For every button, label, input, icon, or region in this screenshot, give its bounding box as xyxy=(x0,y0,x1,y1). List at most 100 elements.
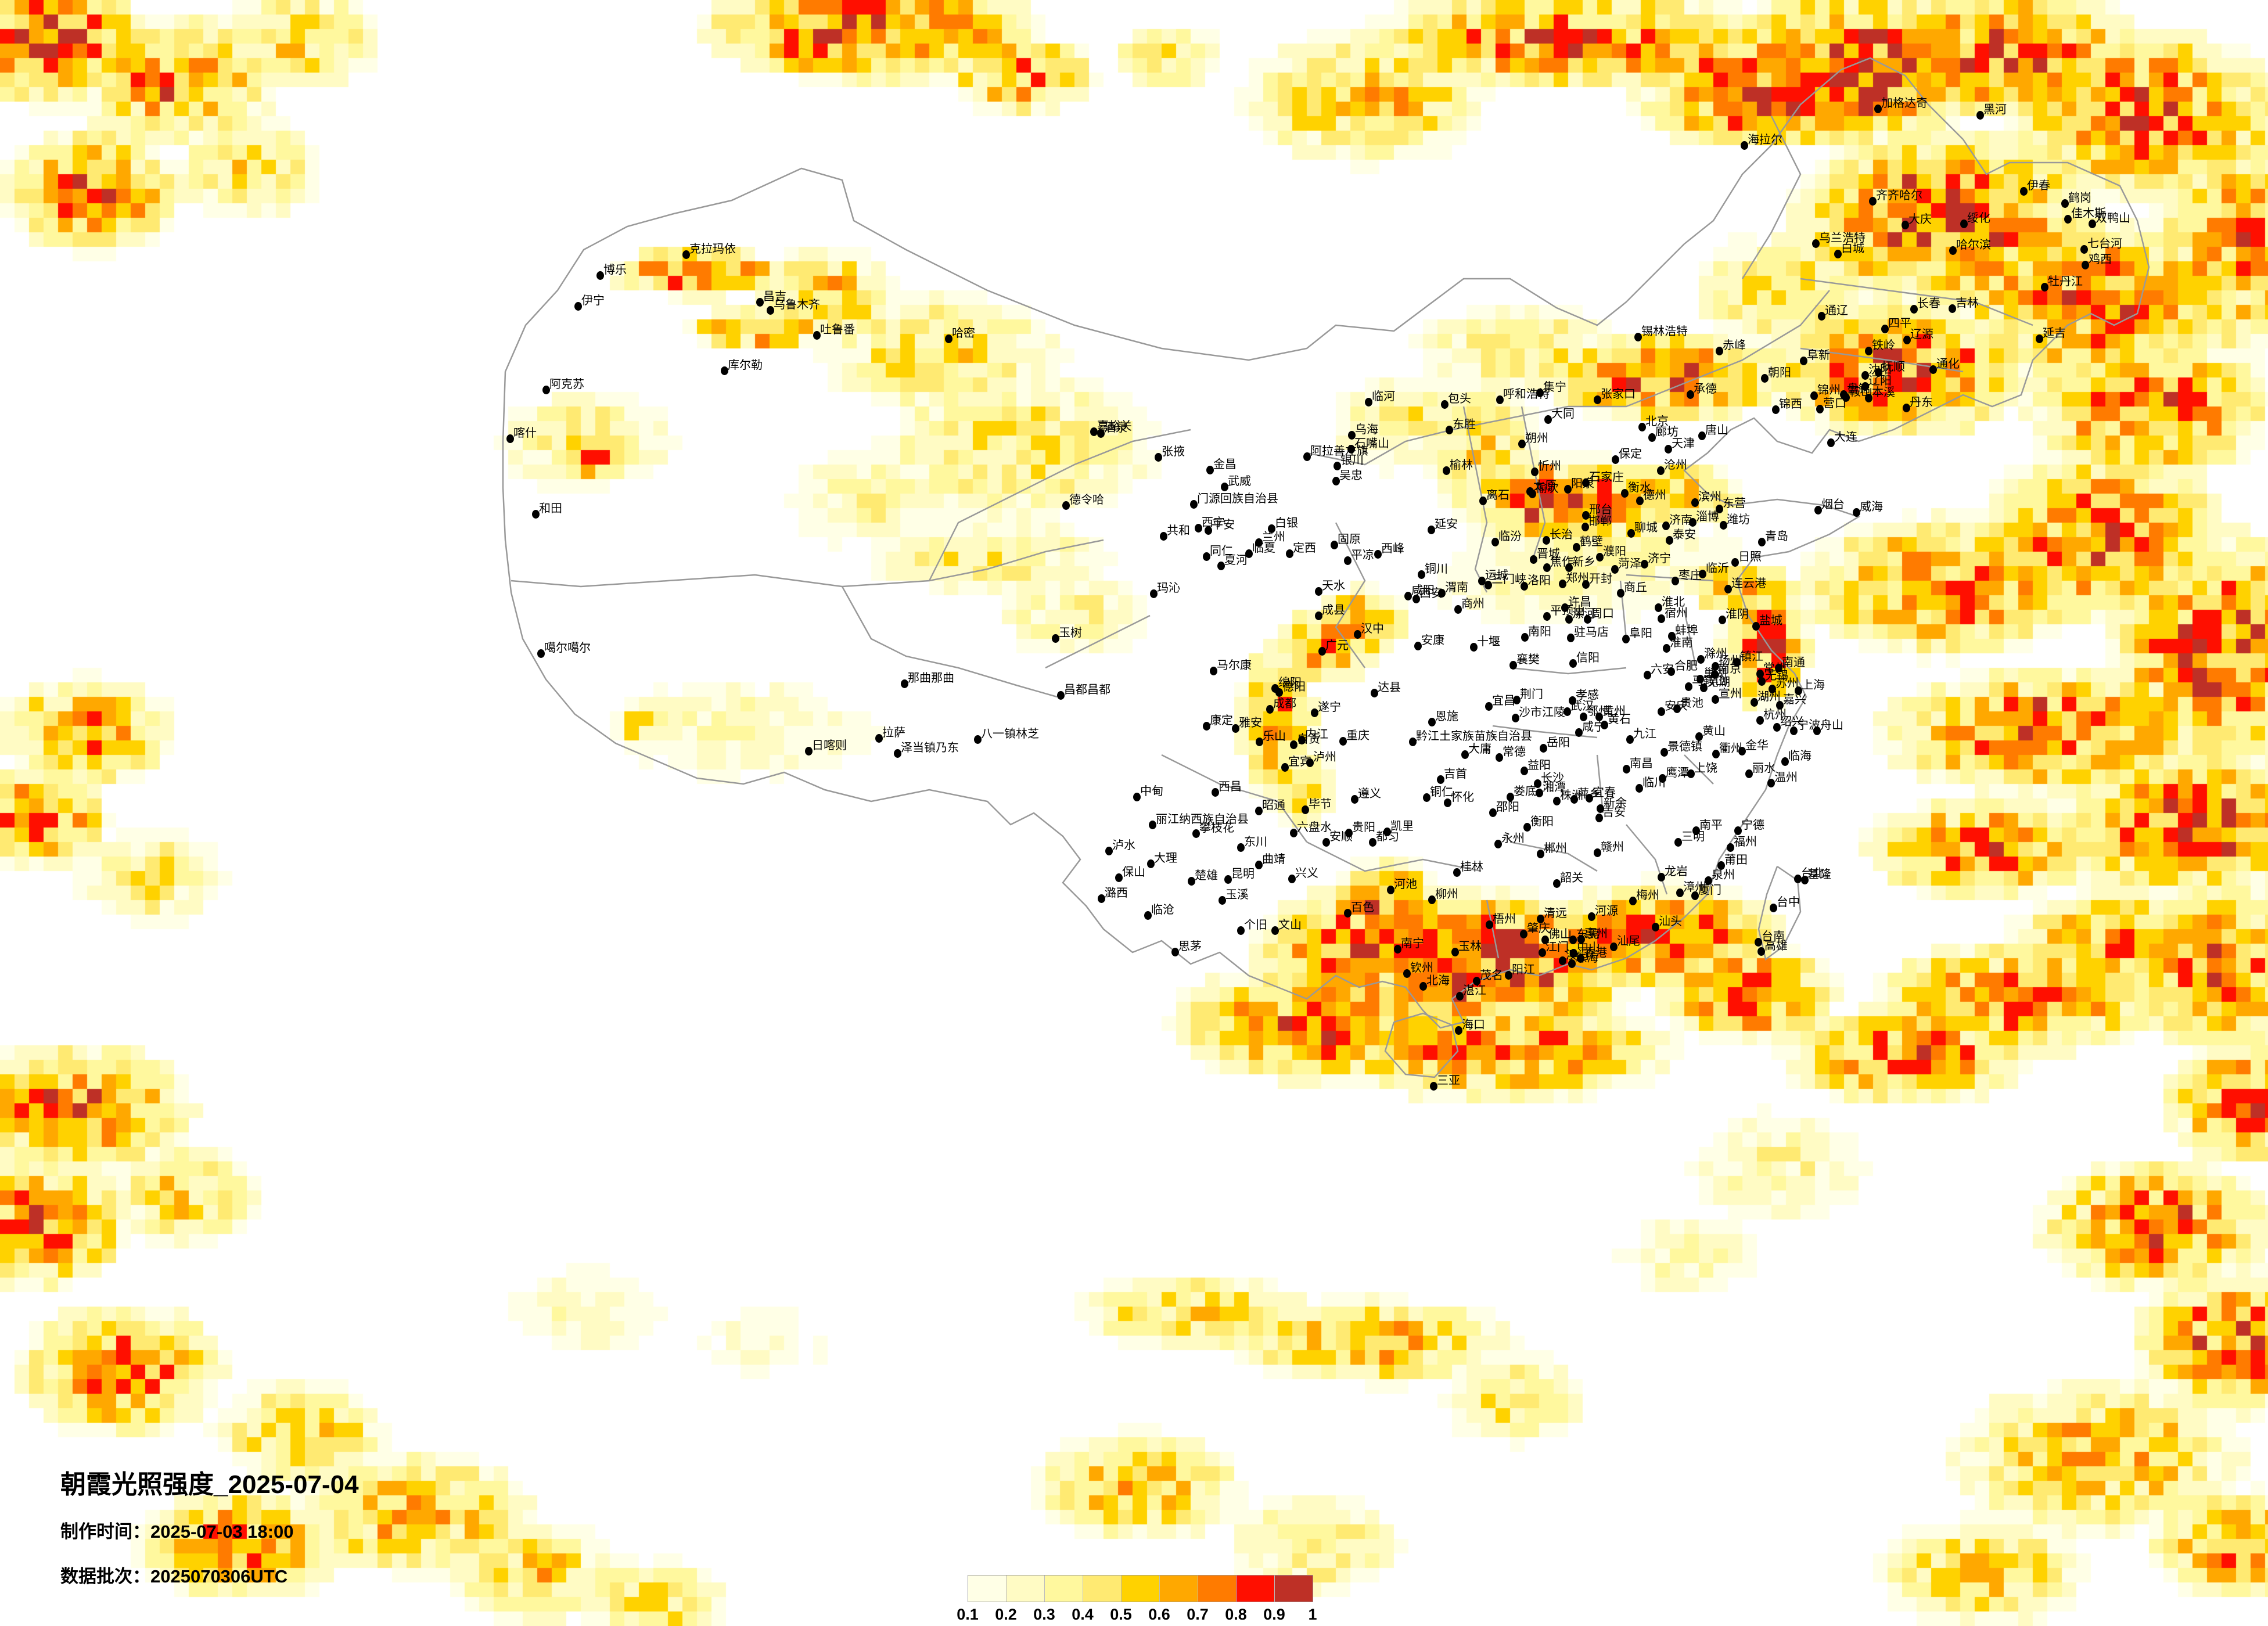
city-label: 东胜 xyxy=(1453,418,1476,431)
city-label: 阳江 xyxy=(1512,963,1535,976)
city-label: 文山 xyxy=(1278,919,1302,931)
city-label: 济南 xyxy=(1669,514,1692,527)
city-marker xyxy=(1756,670,1764,678)
production-time-value: 2025-07-03 18:00 xyxy=(150,1521,294,1542)
city-label: 铁岭 xyxy=(1872,339,1895,352)
city-marker xyxy=(1758,538,1766,546)
city-label: 潞西 xyxy=(1105,887,1128,900)
city-marker xyxy=(1949,304,1956,313)
city-label: 青岛 xyxy=(1765,530,1788,543)
city-label: 天水 xyxy=(1322,580,1345,592)
city-label: 八一镇林芝 xyxy=(981,728,1039,740)
city-marker xyxy=(1470,643,1478,652)
city-label: 张掖 xyxy=(1162,445,1185,458)
city-marker xyxy=(1318,647,1326,656)
city-marker xyxy=(1062,501,1070,510)
city-label: 厦门 xyxy=(1698,884,1721,897)
city-label: 思茅 xyxy=(1178,940,1202,953)
city-marker xyxy=(1717,861,1725,870)
city-label: 天津 xyxy=(1672,437,1695,450)
city-label: 毕节 xyxy=(1309,798,1332,811)
city-label: 惠州 xyxy=(1584,927,1608,940)
city-marker xyxy=(1331,541,1338,549)
city-marker xyxy=(1903,336,1911,344)
city-marker xyxy=(1561,603,1569,612)
city-marker xyxy=(894,749,901,758)
city-label: 湘潭 xyxy=(1543,781,1566,794)
city-label: 菏泽 xyxy=(1618,557,1641,570)
city-marker xyxy=(1057,691,1065,700)
city-marker xyxy=(1800,357,1807,365)
city-marker xyxy=(1745,769,1753,778)
city-marker xyxy=(1716,505,1723,513)
city-marker xyxy=(1569,936,1577,944)
city-label: 双鸭山 xyxy=(2096,212,2130,225)
city-marker xyxy=(682,250,690,259)
city-marker xyxy=(1537,850,1544,858)
legend-color-box xyxy=(1122,1575,1160,1602)
city-label: 永州 xyxy=(1501,832,1525,845)
city-label: 鞍山 xyxy=(1849,386,1872,398)
city-label: 吉安 xyxy=(1602,806,1626,819)
city-label: 福州 xyxy=(1734,836,1757,848)
city-label: 朔州 xyxy=(1525,432,1548,445)
data-batch-value: 2025070306UTC xyxy=(150,1566,288,1587)
city-marker xyxy=(1698,431,1706,440)
city-label: 本溪 xyxy=(1872,386,1895,399)
city-marker xyxy=(1929,365,1937,374)
city-marker xyxy=(1339,737,1347,746)
city-label: 共和 xyxy=(1167,524,1190,537)
city-marker xyxy=(1531,467,1539,476)
city-marker xyxy=(596,271,604,280)
city-label: 西安 xyxy=(1419,587,1443,600)
city-label: 韶关 xyxy=(1560,872,1583,884)
city-marker xyxy=(2061,199,2069,208)
city-label: 江门 xyxy=(1545,941,1569,954)
city-label: 台南 xyxy=(1762,930,1785,943)
city-label: 莆田 xyxy=(1724,854,1748,866)
city-marker xyxy=(1496,395,1504,404)
city-marker xyxy=(1582,523,1589,531)
city-label: 鄂州 xyxy=(1587,705,1610,718)
city-label: 泉州 xyxy=(1712,869,1735,882)
city-marker xyxy=(1976,111,1984,120)
city-label: 那曲那曲 xyxy=(908,672,954,685)
data-batch-line: 数据批次：2025070306UTC xyxy=(60,1562,359,1588)
city-label: 凯里 xyxy=(1390,820,1414,833)
city-label: 保定 xyxy=(1619,448,1642,461)
city-label: 湖州 xyxy=(1757,690,1781,703)
city-marker xyxy=(1268,524,1275,533)
city-marker xyxy=(1160,532,1167,541)
city-label: 新乡 xyxy=(1572,556,1595,569)
city-marker xyxy=(1224,875,1232,884)
city-label: 齐齐哈尔 xyxy=(1876,189,1922,202)
city-marker xyxy=(1588,912,1595,921)
city-marker xyxy=(1544,415,1552,424)
city-marker xyxy=(1563,707,1571,716)
city-marker xyxy=(1559,580,1566,588)
city-marker xyxy=(506,434,514,443)
city-marker xyxy=(1738,747,1746,756)
production-time-line: 制作时间：2025-07-03 18:00 xyxy=(60,1517,359,1543)
city-label: 运城 xyxy=(1485,569,1508,582)
city-marker xyxy=(875,734,883,743)
city-label: 合肥 xyxy=(1674,660,1698,672)
legend-color-bar xyxy=(968,1575,1313,1602)
city-marker xyxy=(1699,570,1706,578)
city-marker xyxy=(1520,930,1527,938)
city-label: 鸡西 xyxy=(2089,253,2112,266)
city-marker xyxy=(1960,220,1968,228)
city-label: 延安 xyxy=(1435,518,1458,531)
city-label: 汉中 xyxy=(1361,623,1384,635)
city-marker xyxy=(1874,105,1882,113)
city-label: 淮北 xyxy=(1662,596,1685,609)
map-title: 朝霞光照强度_2025-07-04 xyxy=(60,1470,359,1499)
city-marker xyxy=(1667,667,1675,676)
city-label: 大理 xyxy=(1154,852,1177,865)
city-marker xyxy=(1485,702,1493,711)
city-label: 阳泉 xyxy=(1571,477,1594,490)
city-marker xyxy=(1673,704,1681,713)
city-label: 银川 xyxy=(1340,454,1364,467)
city-label: 三明 xyxy=(1681,830,1705,843)
city-label: 太原 xyxy=(1533,480,1557,492)
